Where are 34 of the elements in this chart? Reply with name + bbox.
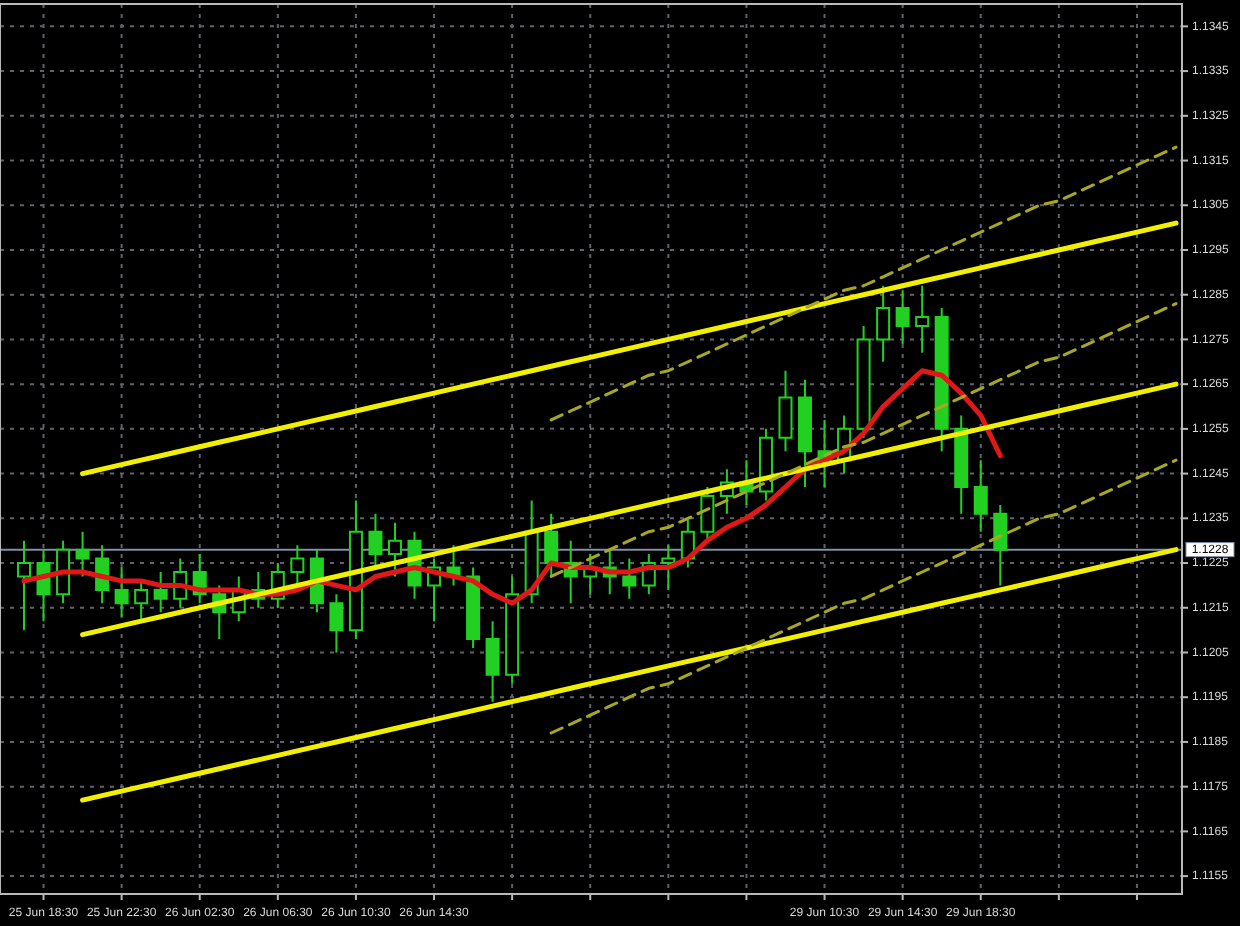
candlestick	[466, 566, 481, 650]
candlestick	[505, 575, 520, 685]
candlestick	[153, 570, 168, 614]
candlestick	[75, 530, 90, 578]
candlestick	[778, 369, 793, 453]
line-series	[549, 458, 1178, 735]
candlestick	[17, 539, 31, 632]
candlestick	[368, 512, 383, 569]
candlestick	[973, 459, 988, 533]
candlestick	[934, 307, 949, 453]
line-series	[21, 368, 1003, 606]
candlestick	[134, 579, 149, 623]
line-series	[80, 547, 1179, 803]
candlestick	[915, 284, 930, 354]
line-series	[80, 220, 1179, 477]
candlestick	[622, 557, 637, 600]
line-series	[80, 381, 1179, 638]
candlestick	[661, 544, 676, 591]
candlestick	[993, 503, 1008, 587]
candlestick	[876, 284, 891, 363]
candlestick	[114, 566, 129, 618]
line-series	[549, 302, 1178, 578]
candlestick	[700, 486, 715, 542]
candlestick	[798, 378, 813, 489]
candlestick	[329, 593, 344, 654]
candlestick	[387, 521, 402, 578]
candlestick	[895, 289, 910, 345]
line-series	[549, 145, 1178, 422]
candlestick	[290, 544, 305, 587]
candlestick	[485, 620, 500, 703]
candlestick	[954, 414, 969, 515]
candlestick	[544, 512, 559, 578]
candlestick	[348, 499, 363, 641]
candlestick	[856, 325, 871, 439]
